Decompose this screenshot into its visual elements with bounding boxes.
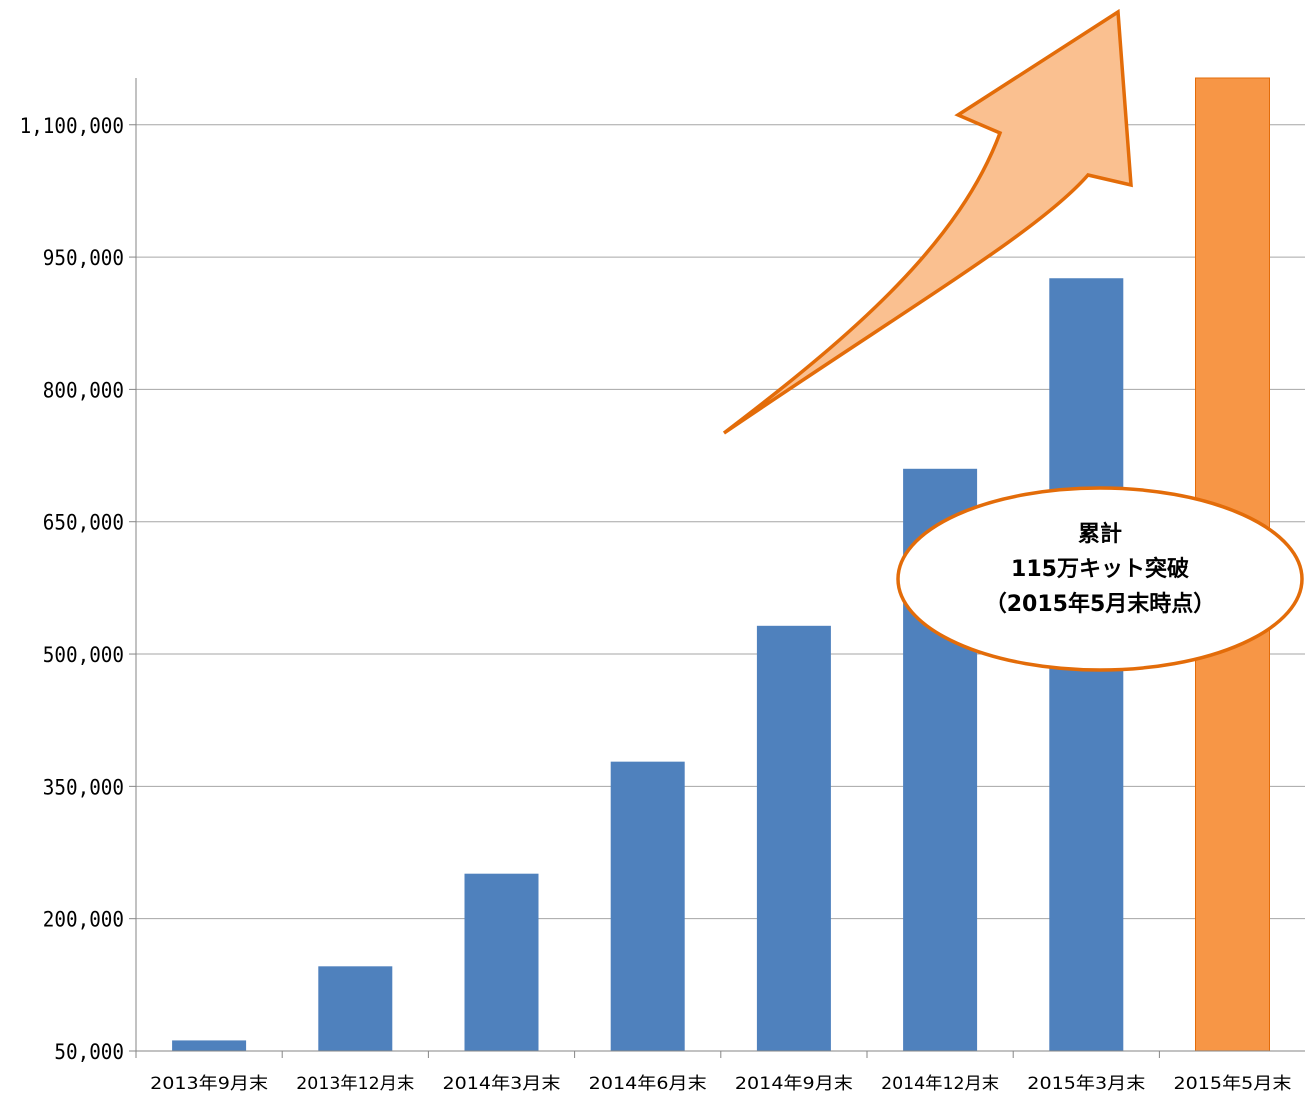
y-tick-label: 200,000 [43,908,124,932]
callout-ellipse [896,486,1304,672]
y-tick-label: 1,100,000 [20,114,124,138]
x-tick-label: 2015年5月末 [1174,1074,1292,1093]
callout-line-1: 累計 [1078,521,1122,547]
x-tick-label: 2014年9月末 [735,1074,853,1093]
y-tick-label: 800,000 [43,378,124,402]
y-tick-label: 950,000 [43,246,124,270]
y-tick-labels: 50,000 200,000 350,000 500,000 650,000 800,00… [20,114,124,1064]
x-tick-label: 2014年6月末 [589,1074,707,1093]
y-tick-label: 350,000 [43,775,124,799]
x-tick-label: 2015年3月末 [1027,1074,1145,1093]
y-tick-label: 650,000 [43,511,124,535]
x-tick-label: 2013年12月末 [296,1074,414,1093]
y-tick-label: 500,000 [43,643,124,667]
bar [172,1040,247,1051]
bar [318,966,393,1051]
x-tick-labels: 2013年9月末 2013年12月末 2014年3月末 2014年6月末 2014年9月… [150,1074,1291,1093]
gridlines [136,124,1305,920]
x-tick-label: 2014年12月末 [881,1074,999,1093]
x-tick-label: 2013年9月末 [150,1074,268,1093]
growth-arrow [722,8,1133,435]
x-tick-label: 2014年3月末 [443,1074,561,1093]
bar [464,873,539,1051]
bar [610,761,685,1051]
callout-line-3: （2015年5月末時点） [985,591,1216,617]
y-tick-label: 50,000 [54,1040,124,1064]
bar [756,625,831,1051]
callout-line-2: 115万キット突破 [1011,556,1189,582]
callout-bubble: 累計 115万キット突破 （2015年5月末時点） [896,486,1304,672]
axes [129,78,1305,1058]
